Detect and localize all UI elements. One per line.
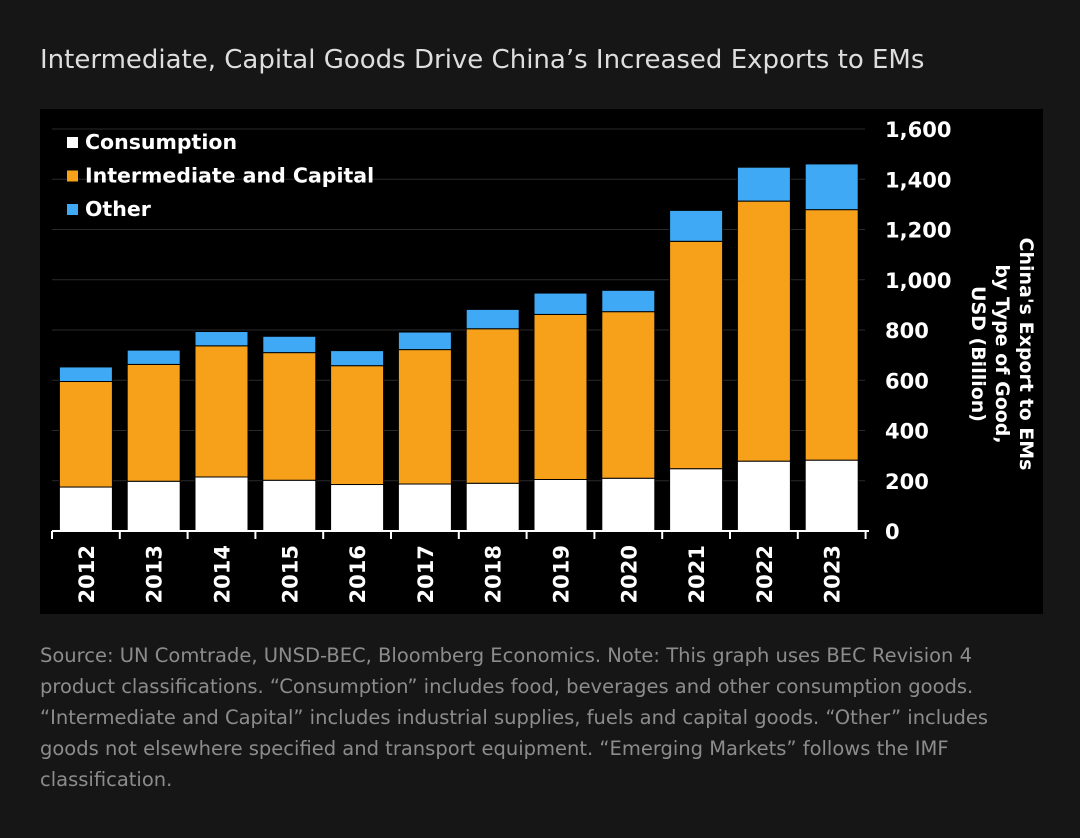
bar-other-2019 — [533, 292, 588, 315]
source-note: Source: UN Comtrade, UNSD-BEC, Bloomberg… — [40, 644, 989, 791]
bar-consumption-2023 — [804, 459, 859, 532]
bar-other-2021 — [669, 209, 724, 242]
y-tick-label: 1,400 — [885, 168, 951, 192]
bar-intermediate-and-capital-2021 — [669, 240, 724, 470]
x-tick-label: 2012 — [75, 545, 99, 603]
bar-intermediate-and-capital-2014 — [194, 345, 249, 478]
bar-other-2012 — [58, 366, 113, 383]
x-tick-label: 2016 — [346, 545, 370, 603]
bar-intermediate-and-capital-2015 — [262, 352, 317, 481]
legend-label: Consumption — [85, 130, 237, 154]
bar-consumption-2021 — [669, 468, 724, 532]
legend-swatch — [67, 137, 78, 148]
y-tick-label: 400 — [885, 420, 929, 444]
y-axis-label: China's Export to EMsby Type of Good,USD… — [967, 238, 1037, 471]
bar-other-2020 — [601, 289, 656, 313]
bar-other-2016 — [330, 350, 385, 367]
bars — [58, 163, 859, 532]
bar-consumption-2019 — [533, 478, 588, 532]
x-tick-label: 2021 — [685, 545, 709, 603]
x-tick-label: 2022 — [753, 545, 777, 603]
article-text-teaser — [40, 822, 1050, 838]
bar-intermediate-and-capital-2023 — [804, 209, 859, 461]
bar-consumption-2015 — [262, 479, 317, 532]
x-tick-label: 2018 — [482, 545, 506, 603]
y-tick-label: 200 — [885, 470, 929, 494]
bar-consumption-2018 — [465, 482, 520, 532]
y-tick-label: 600 — [885, 369, 929, 393]
bar-intermediate-and-capital-2013 — [126, 363, 181, 482]
bar-consumption-2012 — [58, 486, 113, 532]
chart-title: Intermediate, Capital Goods Drive China’… — [40, 45, 925, 75]
legend: Consumption Intermediate and Capital Other — [67, 130, 374, 221]
bar-intermediate-and-capital-2012 — [58, 381, 113, 488]
bar-intermediate-and-capital-2016 — [330, 365, 385, 486]
bar-consumption-2016 — [330, 484, 385, 532]
chart-panel: 2012 2013 2014 2015 2016 2017 2018 2019 2020 2021… — [40, 109, 1043, 614]
x-tick-label: 2014 — [211, 545, 235, 603]
x-axis: 2012 2013 2014 2015 2016 2017 2018 2019 2020 2021… — [51, 530, 869, 603]
y-axis: 0 200 400 600 800 1,000 1,200 1,400 1,600 — [885, 118, 951, 544]
y-axis-label-line: USD (Billion) — [967, 286, 989, 422]
bar-consumption-2014 — [194, 476, 249, 532]
bar-other-2015 — [262, 335, 317, 354]
legend-label: Other — [85, 197, 152, 221]
x-tick-label: 2013 — [143, 545, 167, 603]
y-tick-label: 800 — [885, 319, 929, 343]
legend-swatch — [67, 204, 78, 215]
bar-consumption-2022 — [736, 460, 791, 532]
bar-other-2017 — [397, 331, 452, 351]
bar-consumption-2020 — [601, 477, 656, 532]
legend-swatch — [67, 170, 78, 182]
bar-intermediate-and-capital-2020 — [601, 311, 656, 479]
legend-label: Intermediate and Capital — [85, 164, 374, 188]
x-tick-label: 2023 — [821, 545, 845, 603]
x-tick-label: 2017 — [414, 545, 438, 603]
x-tick-label: 2020 — [617, 545, 641, 603]
y-tick-label: 0 — [885, 520, 900, 544]
bar-other-2018 — [465, 308, 520, 330]
bar-other-2013 — [126, 349, 181, 365]
x-tick-label: 2015 — [278, 545, 302, 603]
chart-svg: 2012 2013 2014 2015 2016 2017 2018 2019 2020 2021… — [51, 118, 1037, 603]
bar-other-2023 — [804, 163, 859, 211]
bar-other-2022 — [736, 166, 791, 202]
y-tick-label: 1,000 — [885, 269, 951, 293]
y-axis-label-line: China's Export to EMs — [1015, 238, 1037, 471]
grid-lines — [52, 128, 865, 482]
bar-consumption-2017 — [397, 483, 452, 532]
y-tick-label: 1,200 — [885, 219, 951, 243]
y-axis-label-line: by Type of Good, — [991, 264, 1013, 443]
bar-intermediate-and-capital-2017 — [397, 349, 452, 485]
bar-consumption-2013 — [126, 480, 181, 532]
bar-intermediate-and-capital-2019 — [533, 313, 588, 480]
bar-intermediate-and-capital-2018 — [465, 328, 520, 484]
bar-other-2014 — [194, 331, 249, 347]
bar-intermediate-and-capital-2022 — [736, 200, 791, 462]
teaser-text — [40, 824, 1050, 838]
x-tick-label: 2019 — [550, 545, 574, 603]
y-tick-label: 1,600 — [885, 118, 951, 142]
